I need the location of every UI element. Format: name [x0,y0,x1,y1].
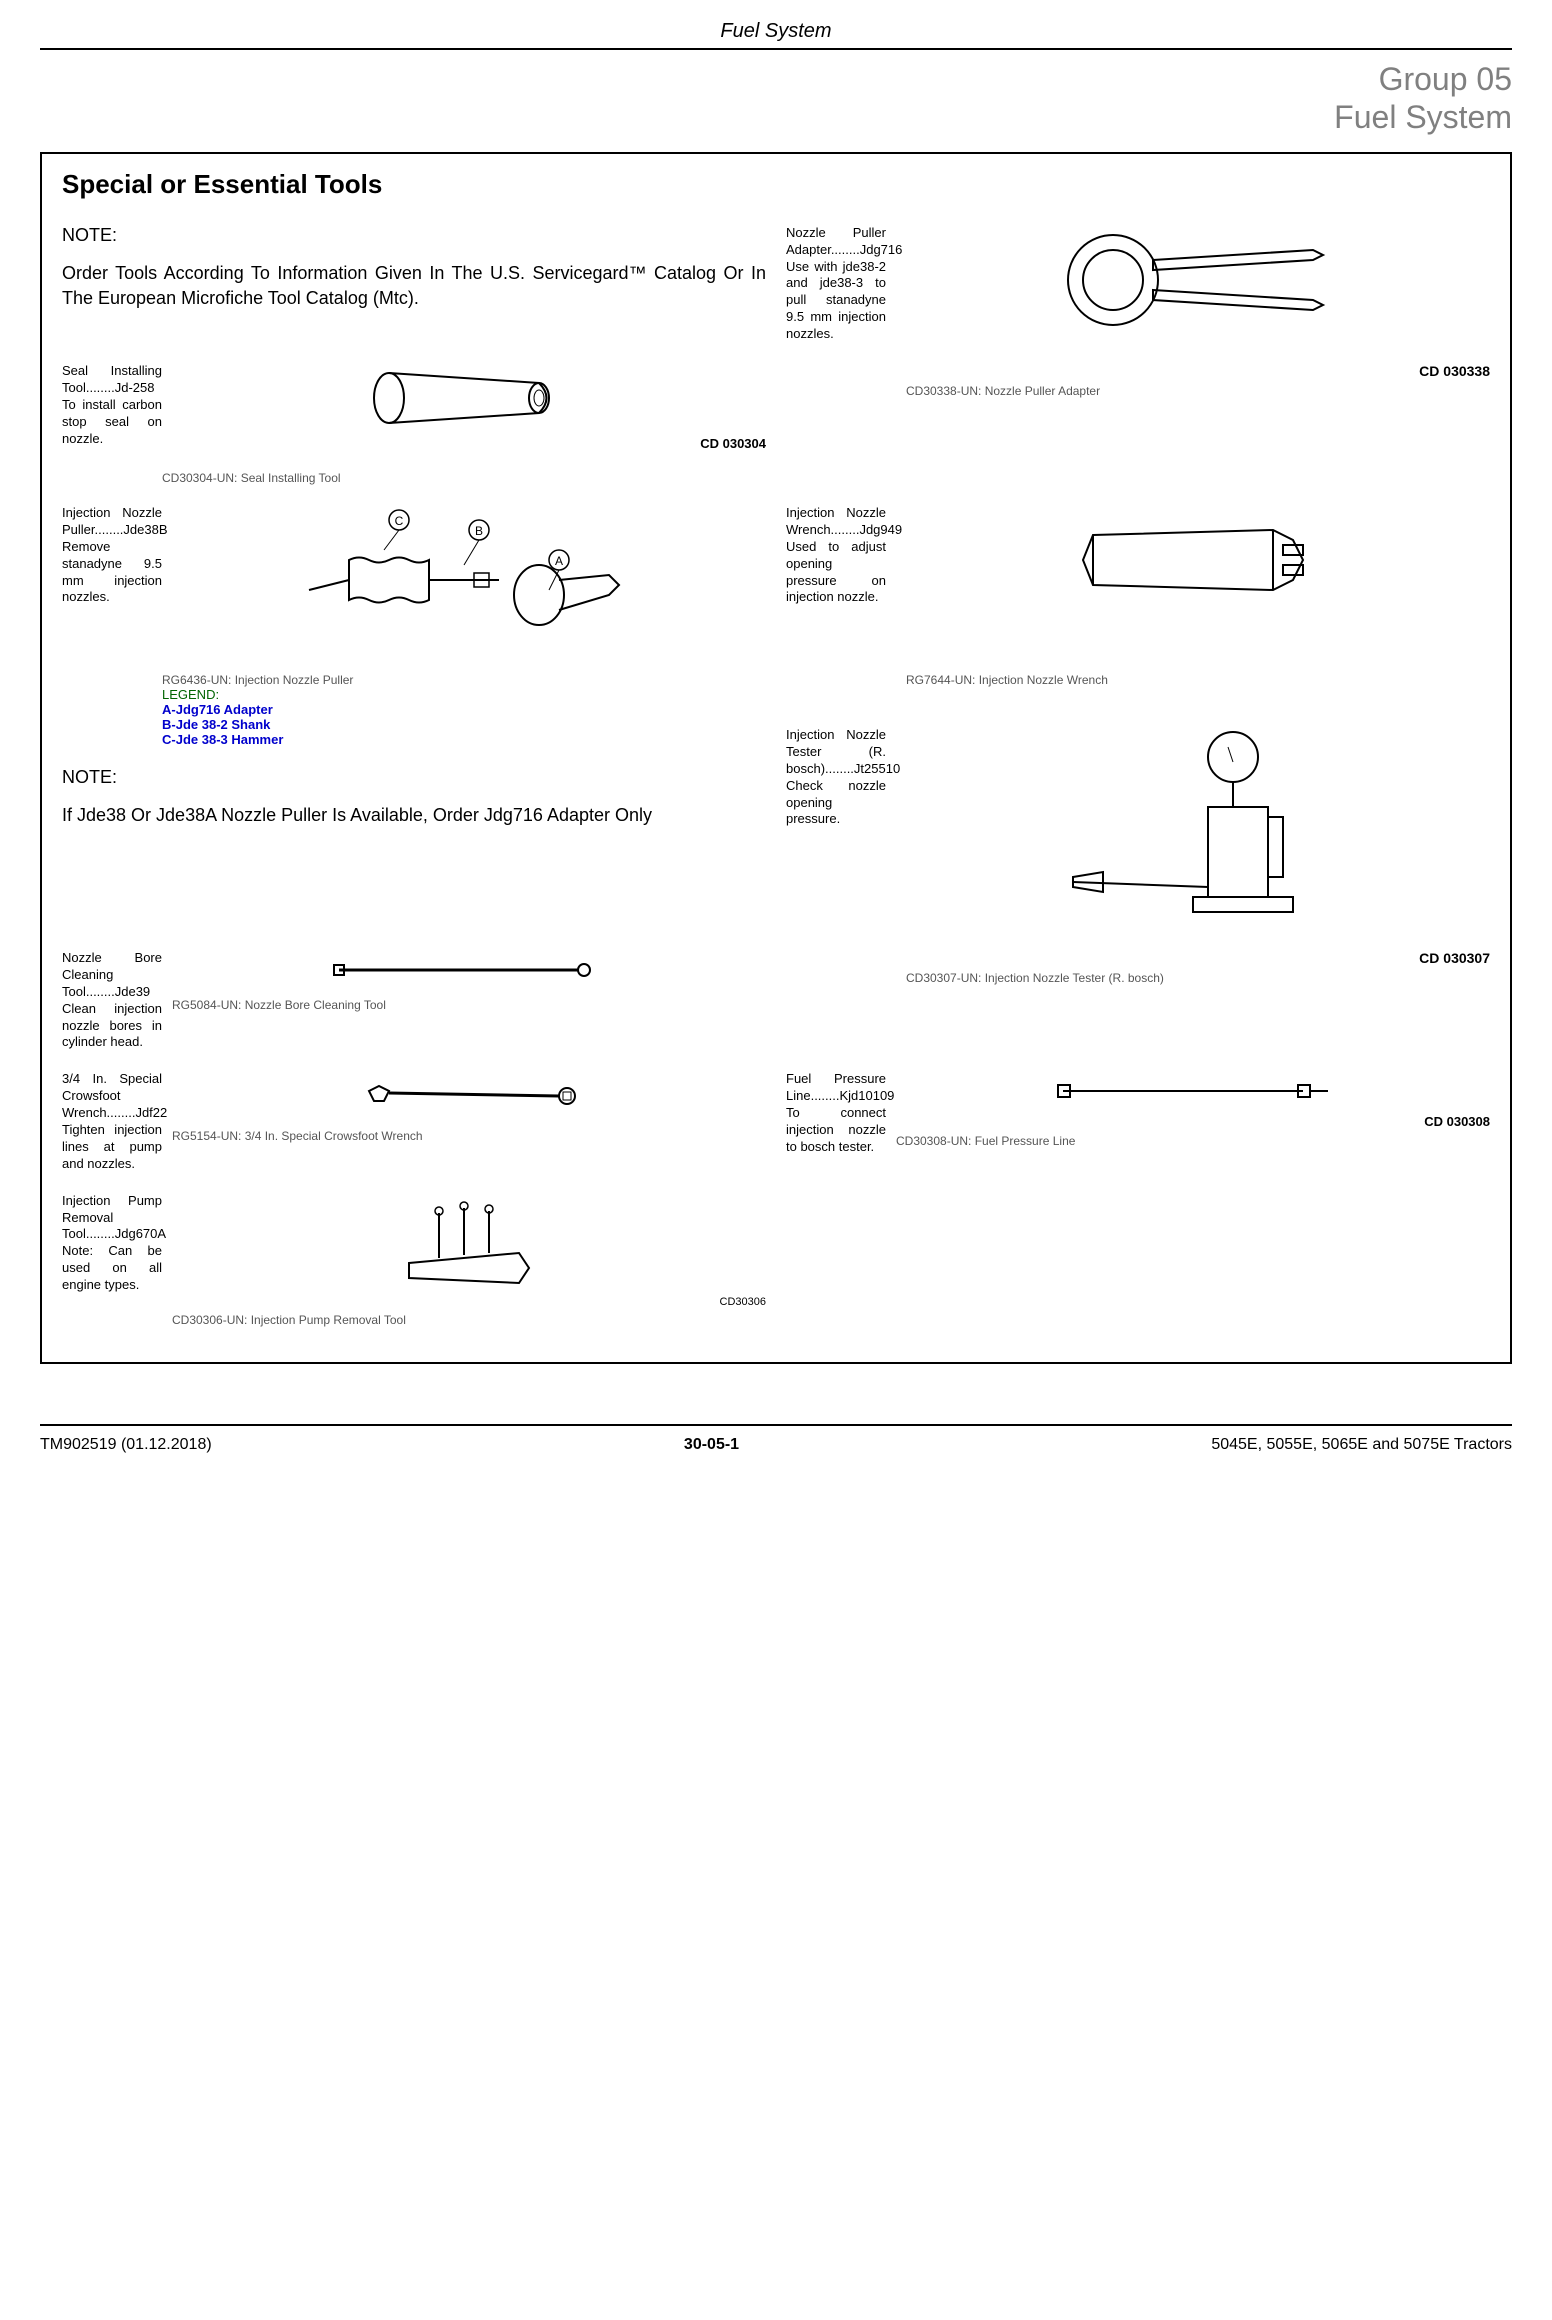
tool-caption: CD30307-UN: Injection Nozzle Tester (R. … [906,971,1490,985]
tool-caption: CD30338-UN: Nozzle Puller Adapter [906,384,1490,398]
tool-desc: Seal Installing Tool........Jd-258 To in… [62,363,162,447]
tool-injection-nozzle-tester: Injection Nozzle Tester (R. bosch)......… [786,727,1490,930]
tool-injection-pump-removal: Injection Pump Removal Tool........Jdg67… [62,1193,766,1327]
svg-text:A: A [555,554,563,568]
tool-caption: RG5084-UN: Nozzle Bore Cleaning Tool [172,998,766,1012]
tool-caption: RG7644-UN: Injection Nozzle Wrench [906,673,1490,687]
tool-injection-nozzle-puller: Injection Nozzle Puller........Jde38B Re… [62,505,766,648]
tool-caption: RG5154-UN: 3/4 In. Special Crowsfoot Wre… [172,1129,766,1143]
image-code: CD 030308 [896,1114,1490,1129]
nozzle-puller-adapter-image [1053,225,1333,335]
page-header-title: Fuel System [40,20,1512,50]
legend-item-a: A-Jdg716 Adapter [162,702,766,717]
injection-nozzle-tester-image [1053,727,1333,927]
image-code: CD 030338 [786,363,1490,379]
tool-desc: Injection Nozzle Wrench........Jdg949 Us… [786,505,886,606]
legend-item-b: B-Jde 38-2 Shank [162,717,766,732]
legend-item-c: C-Jde 38-3 Hammer [162,732,766,747]
tool-caption: CD30308-UN: Fuel Pressure Line [896,1134,1490,1148]
group-name: Fuel System [40,98,1512,136]
group-number: Group 05 [40,60,1512,98]
fuel-pressure-line-image [1043,1071,1343,1111]
content-frame: Special or Essential Tools NOTE: Order T… [40,152,1512,1364]
legend-block: RG6436-UN: Injection Nozzle Puller LEGEN… [162,673,766,747]
crowsfoot-wrench-image [319,1071,619,1121]
tool-desc: Nozzle Bore Cleaning Tool........Jde39 C… [62,950,162,1051]
seal-install-image [339,363,599,433]
footer-right: 5045E, 5055E, 5065E and 5075E Tractors [1211,1436,1512,1454]
tool-desc: Injection Nozzle Puller........Jde38B Re… [62,505,162,606]
footer-left: TM902519 (01.12.2018) [40,1436,212,1454]
tool-crowsfoot-wrench: 3/4 In. Special Crowsfoot Wrench........… [62,1071,766,1172]
note-label-1: NOTE: [62,225,766,246]
group-header: Group 05 Fuel System [40,60,1512,137]
tool-desc: Fuel Pressure Line........Kjd10109 To co… [786,1071,886,1155]
tool-desc: Injection Nozzle Tester (R. bosch)......… [786,727,886,828]
tool-nozzle-bore-cleaning: Nozzle Bore Cleaning Tool........Jde39 C… [62,950,766,1051]
note-text-1: Order Tools According To Information Giv… [62,261,766,311]
injection-nozzle-puller-image: C B A [299,505,639,645]
note-label-2: NOTE: [62,767,766,788]
tool-caption: CD30304-UN: Seal Installing Tool [162,471,766,485]
tool-caption: CD30306-UN: Injection Pump Removal Tool [172,1313,766,1327]
note-text-2: If Jde38 Or Jde38A Nozzle Puller Is Avai… [62,803,766,828]
footer-center: 30-05-1 [684,1436,739,1454]
tool-fuel-pressure-line: Fuel Pressure Line........Kjd10109 To co… [786,1071,1490,1155]
image-code: CD30306 [172,1296,766,1308]
injection-nozzle-wrench-image [1053,505,1333,615]
page-footer: TM902519 (01.12.2018) 30-05-1 5045E, 505… [40,1424,1512,1454]
svg-text:C: C [395,514,404,528]
nozzle-bore-cleaning-image [319,950,619,990]
legend-title: LEGEND: [162,687,766,702]
tool-nozzle-puller-adapter: Nozzle Puller Adapter........Jdg716 Use … [786,225,1490,343]
tool-seal-install: Seal Installing Tool........Jd-258 To in… [62,363,766,451]
svg-text:B: B [475,524,483,538]
tool-desc: Injection Pump Removal Tool........Jdg67… [62,1193,162,1294]
image-code: CD 030307 [786,950,1490,966]
injection-pump-removal-image [369,1193,569,1293]
image-code: CD 030304 [172,436,766,451]
tool-injection-nozzle-wrench: Injection Nozzle Wrench........Jdg949 Us… [786,505,1490,618]
tool-desc: Nozzle Puller Adapter........Jdg716 Use … [786,225,886,343]
tool-caption: RG6436-UN: Injection Nozzle Puller [162,673,766,687]
section-title: Special or Essential Tools [62,169,1490,200]
tool-desc: 3/4 In. Special Crowsfoot Wrench........… [62,1071,162,1172]
